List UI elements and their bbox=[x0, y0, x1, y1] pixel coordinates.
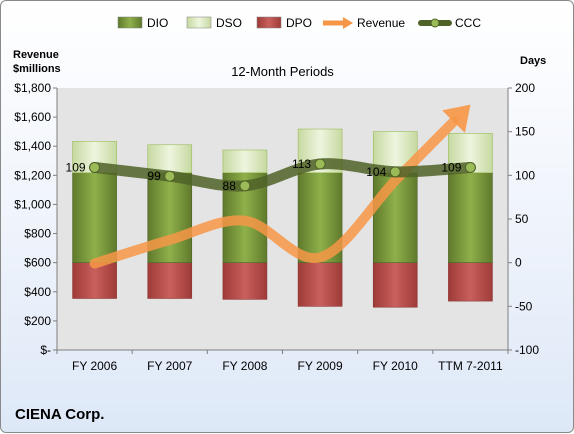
legend-swatch-revenue-arrow bbox=[343, 17, 353, 29]
dso-bar bbox=[222, 149, 268, 174]
ccc-marker bbox=[239, 180, 251, 192]
dio-bar bbox=[72, 172, 117, 263]
left-tick-label: $1,400 bbox=[14, 139, 51, 153]
ccc-marker bbox=[164, 170, 176, 182]
ccc-data-label: 113 bbox=[292, 157, 311, 171]
left-tick-label: $200 bbox=[24, 314, 51, 328]
right-tick-label: 100 bbox=[515, 168, 535, 182]
ccc-marker bbox=[89, 161, 101, 173]
right-tick-label: -100 bbox=[515, 343, 539, 357]
x-tick-label: TTM 7-2011 bbox=[438, 359, 503, 373]
ccc-marker bbox=[389, 166, 401, 178]
ccc-data-label: 109 bbox=[66, 160, 86, 174]
legend-label: DSO bbox=[216, 16, 242, 30]
left-axis-title: Revenue bbox=[13, 49, 59, 61]
ccc-marker bbox=[464, 161, 476, 173]
legend-label: DPO bbox=[286, 16, 312, 30]
chart-title: 12-Month Periods bbox=[231, 64, 334, 79]
left-tick-label: $1,800 bbox=[14, 81, 51, 95]
left-tick-label: $1,200 bbox=[14, 168, 51, 182]
right-tick-label: -50 bbox=[515, 299, 533, 313]
dpo-bar bbox=[448, 262, 493, 302]
left-axis-title-line2: $millions bbox=[13, 63, 61, 75]
left-tick-label: $400 bbox=[24, 285, 51, 299]
ccc-data-label: 109 bbox=[441, 160, 461, 174]
legend-label: DIO bbox=[147, 16, 168, 30]
legend-swatch-dpo bbox=[256, 16, 282, 29]
right-tick-label: 200 bbox=[515, 81, 535, 95]
plot-area bbox=[57, 88, 508, 350]
legend-swatch-ccc-marker bbox=[430, 18, 440, 28]
legend-swatch-dso bbox=[186, 16, 212, 29]
legend-swatch-dio bbox=[117, 16, 143, 29]
revenue-arrow-head bbox=[442, 104, 471, 133]
dso-bar bbox=[147, 144, 193, 174]
ccc-data-label: 99 bbox=[147, 169, 161, 183]
ccc-marker bbox=[314, 158, 326, 170]
left-tick-label: $800 bbox=[24, 227, 51, 241]
right-tick-label: 150 bbox=[515, 125, 535, 139]
legend-label: Revenue bbox=[357, 16, 405, 30]
ccc-data-label: 104 bbox=[366, 165, 386, 179]
x-tick-label: FY 2007 bbox=[147, 359, 192, 373]
dpo-bar bbox=[147, 262, 193, 299]
dpo-bar bbox=[222, 262, 268, 300]
legend-label: CCC bbox=[455, 16, 481, 30]
right-tick-label: 0 bbox=[515, 256, 522, 270]
right-tick-label: 50 bbox=[515, 212, 529, 226]
left-tick-label: $- bbox=[40, 343, 51, 357]
right-axis-title: Days bbox=[520, 55, 546, 67]
x-tick-label: FY 2009 bbox=[298, 359, 343, 373]
left-tick-label: $1,000 bbox=[14, 197, 51, 211]
dpo-bar bbox=[297, 262, 343, 307]
dpo-bar bbox=[372, 262, 418, 308]
ccc-data-label: 88 bbox=[223, 179, 237, 193]
company-name: CIENA Corp. bbox=[15, 406, 105, 423]
x-tick-label: FY 2010 bbox=[373, 359, 418, 373]
dio-bar bbox=[448, 172, 493, 263]
ccc-line bbox=[89, 158, 476, 192]
dpo-bar bbox=[72, 262, 117, 299]
x-tick-label: FY 2008 bbox=[222, 359, 267, 373]
left-tick-label: $600 bbox=[24, 256, 51, 270]
x-tick-label: FY 2006 bbox=[72, 359, 117, 373]
left-tick-label: $1,600 bbox=[14, 110, 51, 124]
